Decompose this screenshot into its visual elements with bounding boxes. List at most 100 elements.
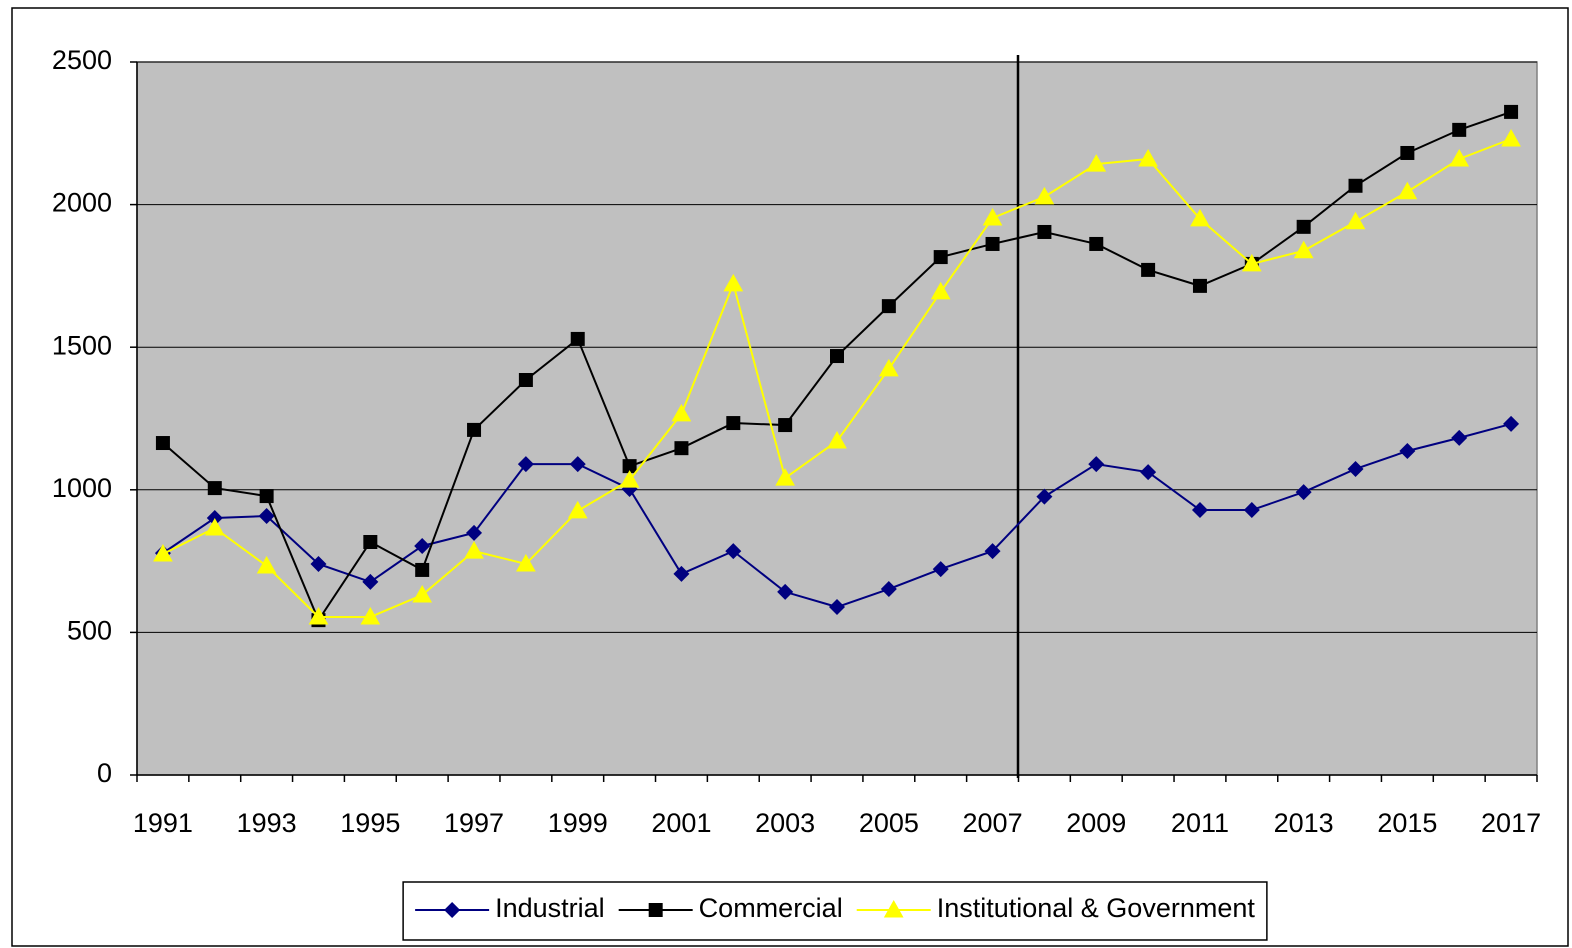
x-tick-label: 2009: [1066, 808, 1126, 838]
marker: [1504, 104, 1519, 119]
marker: [363, 534, 378, 549]
marker: [674, 441, 689, 456]
marker: [1449, 148, 1470, 167]
marker: [932, 561, 949, 578]
y-tick-label: 1500: [52, 330, 112, 360]
marker: [648, 903, 663, 917]
marker: [671, 403, 692, 422]
marker: [362, 573, 379, 590]
marker: [1452, 122, 1467, 137]
x-tick-label: 1997: [444, 808, 504, 838]
marker: [1089, 236, 1104, 251]
marker: [207, 481, 222, 496]
marker: [726, 416, 741, 431]
marker: [1190, 208, 1210, 227]
legend-item: Institutional & Government: [856, 893, 1256, 923]
marker: [155, 436, 170, 451]
marker: [567, 500, 588, 519]
marker: [1192, 278, 1207, 293]
x-tick-label: 2005: [859, 808, 919, 838]
marker: [1241, 253, 1262, 272]
marker: [518, 372, 533, 387]
marker: [985, 236, 1000, 251]
marker: [412, 585, 433, 603]
marker: [827, 431, 847, 449]
marker: [881, 299, 896, 314]
marker: [258, 508, 275, 525]
marker: [883, 899, 904, 918]
marker: [1345, 211, 1366, 230]
marker: [619, 470, 640, 488]
marker: [829, 599, 845, 616]
legend-item: Commercial: [618, 893, 843, 923]
x-tick-label: 1999: [548, 808, 608, 838]
marker: [1400, 145, 1415, 160]
x-tick-label: 2001: [651, 808, 711, 838]
marker: [723, 273, 744, 292]
x-tick-label: 2013: [1274, 808, 1334, 838]
marker: [467, 422, 482, 437]
marker: [1293, 240, 1314, 259]
marker: [673, 565, 690, 582]
marker: [1086, 154, 1107, 172]
x-tick-label: 2011: [1171, 808, 1229, 838]
marker: [984, 543, 1001, 560]
marker: [830, 349, 844, 364]
marker: [725, 543, 742, 560]
y-tick-label: 2500: [52, 45, 112, 75]
marker: [1141, 262, 1156, 277]
marker: [1140, 464, 1157, 481]
x-tick-label: 2017: [1481, 808, 1541, 838]
y-tick-label: 0: [97, 758, 112, 788]
marker: [622, 459, 637, 474]
series-group: [153, 104, 1521, 628]
y-tick-label: 1000: [52, 473, 112, 503]
x-tick-label: 2007: [963, 808, 1023, 838]
marker: [517, 456, 534, 473]
marker: [256, 555, 277, 574]
marker: [933, 250, 948, 265]
marker: [570, 331, 585, 346]
x-tick-label: 1991: [133, 808, 193, 838]
marker: [1501, 128, 1521, 147]
marker: [153, 543, 173, 562]
marker: [880, 581, 897, 598]
marker: [415, 562, 430, 577]
marker: [982, 207, 1003, 226]
marker: [259, 489, 274, 504]
marker: [1243, 502, 1260, 519]
marker: [1295, 484, 1312, 501]
marker: [444, 902, 461, 918]
legend-label: Institutional & Government: [937, 893, 1256, 923]
marker: [464, 541, 484, 559]
legend-box: [402, 881, 1268, 941]
marker: [1037, 224, 1052, 239]
marker: [360, 606, 381, 625]
marker: [1088, 456, 1105, 473]
legend-label: Commercial: [699, 893, 843, 923]
plot-area: [136, 61, 1538, 776]
x-tick-label: 1993: [237, 808, 297, 838]
marker: [777, 583, 794, 600]
legend: Industrial Commercial Institutional & Gove…: [402, 881, 1268, 941]
marker: [878, 358, 899, 377]
x-tick-label: 1995: [340, 808, 400, 838]
marker: [414, 537, 431, 554]
marker: [204, 517, 225, 536]
marker: [930, 281, 951, 300]
marker: [1397, 181, 1418, 200]
marker: [1348, 178, 1363, 193]
x-tick-label: 2003: [755, 808, 815, 838]
marker: [1296, 219, 1311, 234]
y-tick-label: 500: [67, 616, 112, 646]
marker: [1036, 488, 1053, 505]
marker: [466, 524, 483, 541]
y-tick-label: 2000: [52, 188, 112, 218]
marker: [569, 456, 586, 473]
marker: [1399, 443, 1416, 460]
marker: [1347, 460, 1364, 477]
marker: [1503, 415, 1520, 432]
marker: [778, 418, 793, 433]
legend-item: Industrial: [415, 893, 605, 923]
